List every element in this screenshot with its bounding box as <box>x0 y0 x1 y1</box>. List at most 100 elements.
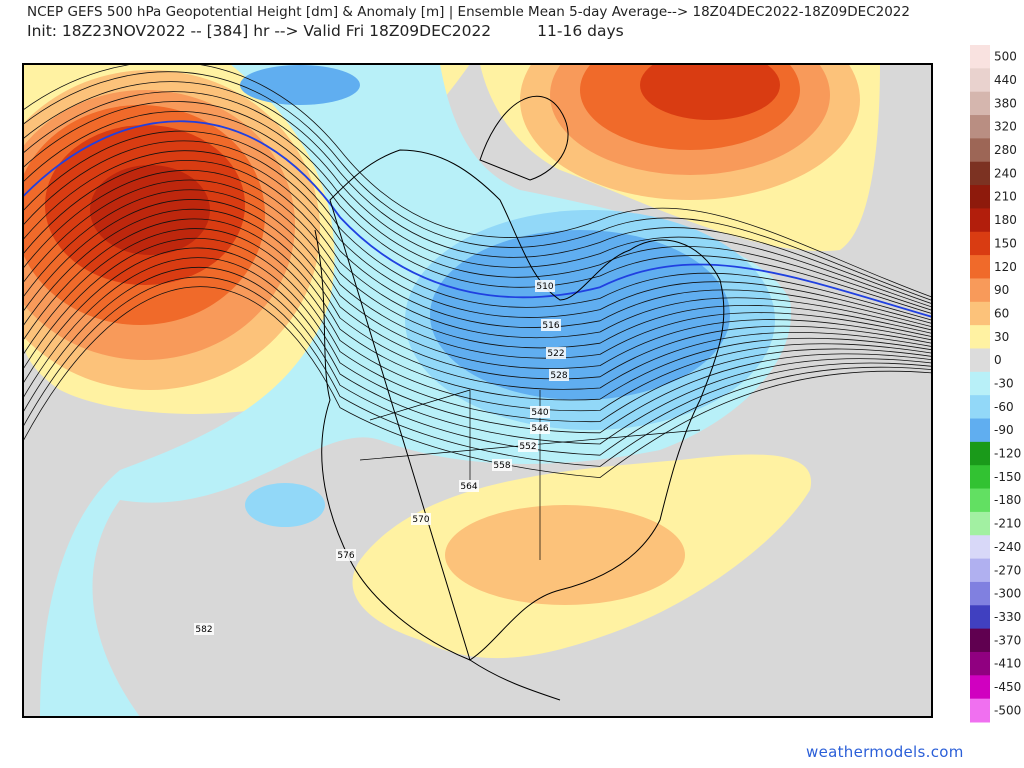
contour-line <box>23 150 932 328</box>
colorbar-swatch <box>970 441 990 466</box>
colorbar-label: -450 <box>994 680 1021 694</box>
colorbar-label: -500 <box>994 703 1021 717</box>
colorbar-label: 440 <box>994 73 1017 87</box>
watermark: weathermodels.com <box>806 743 964 761</box>
contour-label-bg <box>518 440 538 452</box>
colorbar-label: 380 <box>994 96 1017 110</box>
contour-label-bg <box>336 549 356 561</box>
contour-label: 540 <box>531 408 548 418</box>
contour-line <box>23 286 932 479</box>
contour-label-bg <box>546 347 566 359</box>
map-field: 510 516 522 528 540 546 552 558 564 570 576 582 <box>23 64 932 717</box>
coastline <box>479 95 569 181</box>
contour-label: 516 <box>542 321 559 331</box>
contour-line <box>23 81 932 305</box>
colorbar-label: -30 <box>994 377 1014 391</box>
colorbar-label: -240 <box>994 540 1021 554</box>
colorbar-label: -370 <box>994 633 1021 647</box>
colorbar-swatch <box>970 138 990 163</box>
contour-label-bg <box>194 623 214 635</box>
colorbar-label: 30 <box>994 330 1009 344</box>
colorbar-label: 210 <box>994 190 1017 204</box>
colorbar-swatch <box>970 208 990 233</box>
colorbar-swatch <box>970 558 990 583</box>
contour-line <box>23 257 932 445</box>
colorbar-label: 90 <box>994 283 1009 297</box>
contour-line <box>23 228 932 412</box>
contour-line <box>23 71 932 301</box>
contour-label: 558 <box>493 461 510 471</box>
contour-line <box>23 160 932 338</box>
colorbar-label: 60 <box>994 306 1009 320</box>
range-text: 11-16 days <box>537 22 624 40</box>
anomaly-area <box>430 230 730 400</box>
contour-line <box>23 266 932 456</box>
contour-label-bg <box>535 280 555 292</box>
contour-line <box>23 247 932 434</box>
colorbar-label: 180 <box>994 213 1017 227</box>
colorbar-swatch <box>970 115 990 139</box>
colorbar-label: -210 <box>994 517 1021 531</box>
title: NCEP GEFS 500 hPa Geopotential Height [d… <box>27 4 910 20</box>
anomaly-area <box>640 64 780 120</box>
colorbar-swatch <box>970 511 990 536</box>
contour-line <box>23 111 932 314</box>
contour-line <box>23 237 932 423</box>
contour-line <box>23 199 932 380</box>
colorbar-label: 150 <box>994 236 1017 250</box>
colorbar-swatch <box>970 395 990 420</box>
colorbar-swatch <box>970 605 990 630</box>
colorbar-label: -270 <box>994 563 1021 577</box>
colorbar-swatch <box>970 161 990 186</box>
colorbar-swatch <box>970 278 990 303</box>
colorbar: 500 440 380 320 280 240 210 180 150 120 90 60 30 0 -30… <box>970 45 1021 723</box>
colorbar-label: 320 <box>994 120 1017 134</box>
coastline <box>314 149 725 701</box>
contour-label: 528 <box>550 371 567 381</box>
colorbar-swatch <box>970 465 990 490</box>
contour-line <box>23 169 932 349</box>
anomaly-area <box>245 483 325 527</box>
contour-label-bg <box>411 513 431 525</box>
colorbar-swatch <box>970 91 990 116</box>
anomaly-area <box>90 165 210 255</box>
contour-label: 582 <box>195 625 212 635</box>
contour-label-bg <box>530 422 550 434</box>
contour-label: 576 <box>337 551 354 561</box>
contour-line <box>23 140 932 324</box>
contour-line <box>23 91 932 308</box>
anomaly-area <box>240 65 360 105</box>
init-text: Init: 18Z23NOV2022 -- [384] hr --> Valid… <box>27 22 492 40</box>
colorbar-swatch <box>970 185 990 209</box>
colorbar-swatch <box>970 231 990 256</box>
colorbar-swatch <box>970 581 990 606</box>
contour-line <box>23 218 932 401</box>
colorbar-swatch <box>970 301 990 326</box>
colorbar-swatch <box>970 68 990 93</box>
colorbar-swatch <box>970 255 990 279</box>
contour-label-bg <box>541 319 561 331</box>
colorbar-label: -330 <box>994 610 1021 624</box>
contour-label-bg <box>530 406 550 418</box>
contour-label-bg <box>459 480 479 492</box>
colorbar-swatch <box>970 371 990 396</box>
colorbar-label: 240 <box>994 166 1017 180</box>
colorbar-label: -180 <box>994 493 1021 507</box>
contour-line <box>23 101 932 311</box>
contour-line <box>23 120 932 318</box>
colorbar-label: -300 <box>994 587 1021 601</box>
colorbar-swatch <box>970 45 990 69</box>
contour-line <box>23 64 932 298</box>
colorbar-label: 500 <box>994 50 1017 64</box>
colorbar-swatch <box>970 418 990 443</box>
contour-line <box>23 130 932 321</box>
contour-line <box>23 208 932 390</box>
contour-label: 522 <box>547 349 564 359</box>
colorbar-swatch <box>970 535 990 560</box>
contour-line <box>23 276 932 467</box>
contour-label: 570 <box>412 515 429 525</box>
colorbar-swatch <box>970 325 990 349</box>
colorbar-swatch <box>970 488 990 513</box>
